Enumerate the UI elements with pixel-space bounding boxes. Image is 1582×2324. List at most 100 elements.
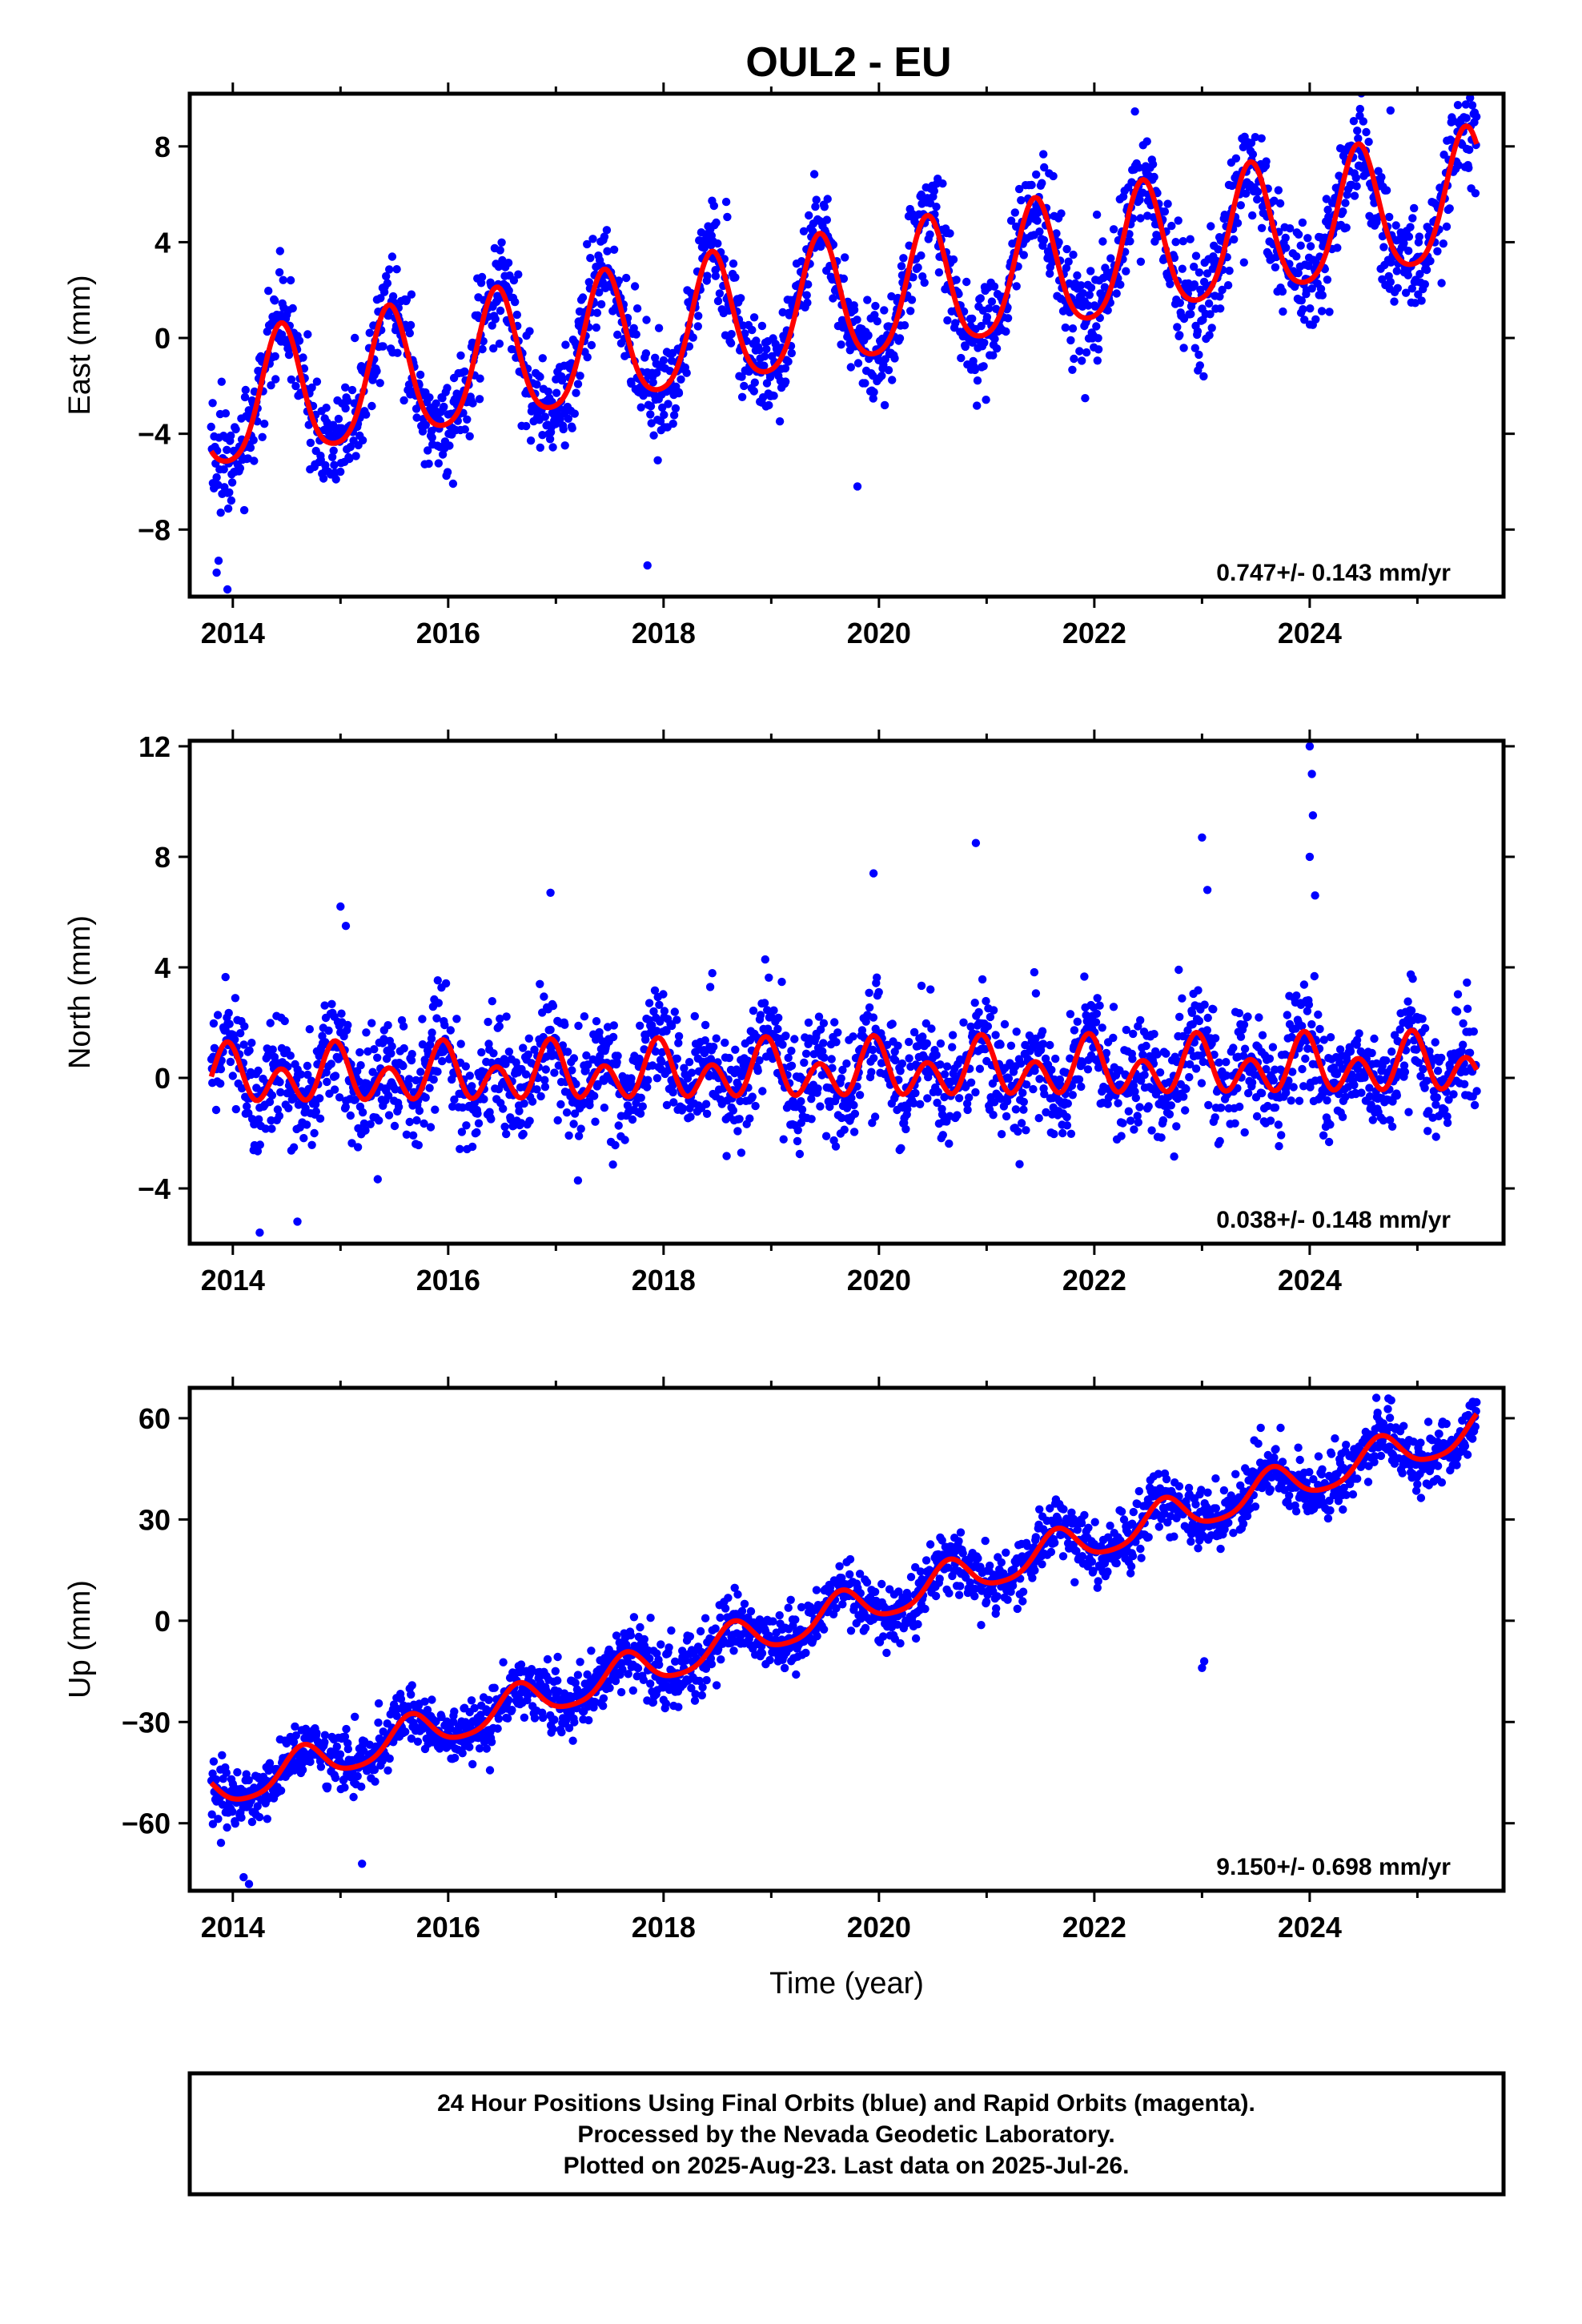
data-point	[1311, 315, 1320, 324]
data-point	[239, 1040, 248, 1049]
data-point	[1193, 327, 1203, 336]
data-point	[837, 340, 845, 349]
data-point	[970, 999, 979, 1007]
data-point	[1205, 331, 1214, 340]
data-point	[1442, 222, 1452, 231]
data-point	[479, 336, 488, 346]
data-point	[1268, 1043, 1278, 1051]
data-point	[602, 226, 612, 235]
data-point	[1265, 1054, 1275, 1063]
data-point	[869, 1013, 878, 1022]
data-point	[1073, 1017, 1082, 1027]
data-point	[1223, 281, 1233, 290]
data-point	[940, 1092, 949, 1102]
data-point	[816, 1025, 825, 1034]
data-point	[341, 383, 350, 392]
data-point	[1296, 241, 1305, 250]
data-point	[1186, 310, 1195, 319]
data-point	[536, 1092, 545, 1101]
data-point	[346, 1111, 355, 1120]
data-point	[1251, 133, 1260, 142]
data-point	[1129, 1029, 1138, 1039]
data-point	[334, 414, 343, 424]
data-point	[214, 557, 223, 565]
data-point	[1133, 1112, 1142, 1120]
data-point	[1081, 394, 1090, 403]
data-point	[211, 1775, 221, 1784]
data-point	[1257, 1088, 1267, 1098]
data-point	[347, 385, 357, 395]
data-point	[231, 1104, 240, 1114]
data-point	[336, 467, 345, 476]
data-point	[737, 392, 747, 401]
data-point	[926, 985, 935, 994]
data-point	[1147, 1126, 1156, 1135]
data-point	[516, 1660, 526, 1669]
data-point	[1295, 1096, 1304, 1105]
data-point	[1047, 1065, 1056, 1075]
data-point	[1350, 1080, 1359, 1090]
data-point	[1070, 354, 1078, 364]
data-point	[1303, 1007, 1312, 1015]
data-point	[869, 394, 877, 403]
data-point	[504, 1695, 513, 1705]
data-point	[1046, 269, 1054, 278]
data-point	[1258, 1031, 1267, 1039]
data-point	[1404, 247, 1413, 255]
data-point	[592, 308, 602, 317]
data-point	[243, 1102, 251, 1111]
data-point	[320, 1738, 329, 1747]
data-point	[1258, 202, 1267, 211]
data-point	[1203, 1026, 1212, 1035]
data-point	[1198, 833, 1207, 842]
data-point	[482, 1744, 491, 1753]
data-point	[538, 1713, 548, 1723]
data-point	[600, 1104, 609, 1112]
data-point	[1035, 227, 1044, 236]
rate-label-background	[1178, 1202, 1459, 1236]
data-point	[1203, 269, 1212, 278]
data-point	[971, 1088, 980, 1097]
data-point	[748, 325, 757, 335]
data-point	[948, 1031, 958, 1039]
data-point	[526, 436, 536, 445]
data-point	[1136, 257, 1146, 266]
data-point	[896, 1067, 905, 1076]
data-point	[1292, 252, 1301, 261]
velocity-rate-label: 0.038+/- 0.148 mm/yr	[1216, 1207, 1451, 1233]
data-point	[1262, 1064, 1271, 1074]
data-point	[503, 1714, 512, 1723]
data-point	[668, 1081, 677, 1090]
data-point	[1018, 1088, 1027, 1097]
data-point	[258, 432, 267, 441]
data-point	[1128, 1055, 1137, 1063]
data-point	[323, 1077, 331, 1087]
data-point	[323, 1782, 332, 1791]
data-point	[1209, 1005, 1218, 1014]
data-point	[407, 1734, 416, 1743]
data-point	[867, 1068, 876, 1076]
data-point	[1014, 1127, 1022, 1136]
data-point	[500, 1122, 509, 1132]
data-point	[1066, 336, 1075, 345]
x-tick-label: 2016	[416, 1264, 480, 1297]
data-point	[424, 446, 432, 455]
data-point	[536, 443, 544, 452]
data-point	[374, 1699, 383, 1708]
data-point	[563, 1047, 572, 1056]
data-point	[954, 1094, 964, 1103]
data-point	[1301, 1054, 1310, 1063]
data-point	[842, 1059, 851, 1068]
x-tick-label: 2018	[632, 1264, 696, 1297]
data-point	[1068, 324, 1078, 333]
data-point	[712, 1034, 721, 1043]
data-point	[1341, 199, 1350, 207]
fit-curve	[208, 1027, 1480, 1104]
data-point	[1459, 1040, 1468, 1049]
data-point	[588, 235, 597, 243]
data-point	[218, 1751, 227, 1759]
data-point	[934, 1088, 942, 1096]
data-point	[853, 316, 861, 324]
data-point	[709, 201, 718, 211]
data-point	[227, 478, 237, 487]
